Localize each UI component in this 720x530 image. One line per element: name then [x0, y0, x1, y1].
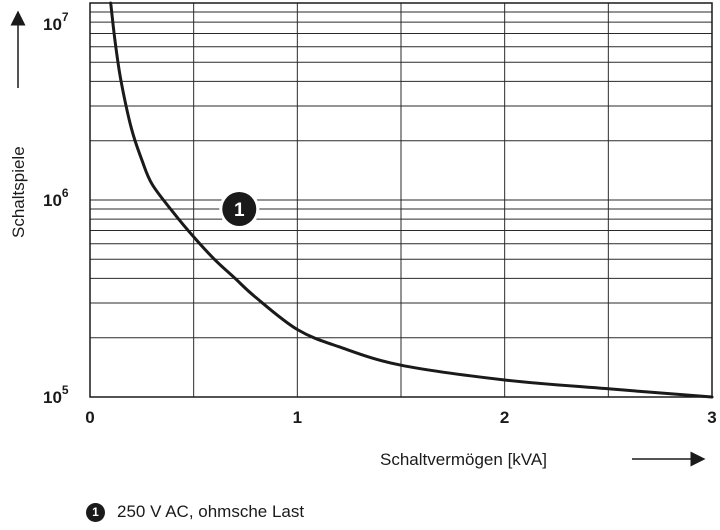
series-line-1: [109, 1, 714, 399]
legend-text: 250 V AC, ohmsche Last: [117, 502, 305, 521]
y-tick-label: 105: [43, 383, 69, 407]
x-tick-label: 0: [85, 408, 94, 427]
plot-border: [89, 2, 713, 398]
y-axis-title: Schaltspiele: [9, 146, 28, 238]
x-tick-label: 1: [293, 408, 302, 427]
y-tick-label: 107: [43, 10, 69, 34]
marker-number: 1: [234, 200, 245, 221]
x-tick-label: 3: [707, 408, 716, 427]
grid: [90, 2, 712, 398]
x-tick-label: 2: [500, 408, 509, 427]
plot-frame: [89, 2, 713, 398]
y-tick-label: 106: [43, 186, 69, 210]
y-axis-ticks: 105 106 107: [43, 10, 69, 407]
curve-marker: 1: [219, 189, 260, 230]
legend: 1 250 V AC, ohmsche Last: [86, 502, 304, 522]
x-axis-ticks: 0 1 2 3: [85, 408, 716, 427]
marker-circle: [222, 192, 257, 227]
x-axis-title: Schaltvermögen [kVA]: [380, 450, 547, 469]
legend-badge: 1: [86, 502, 105, 522]
